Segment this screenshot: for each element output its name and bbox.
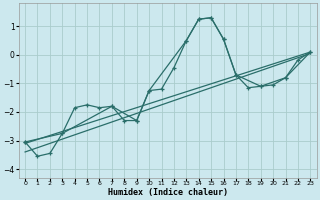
X-axis label: Humidex (Indice chaleur): Humidex (Indice chaleur) [108, 188, 228, 197]
